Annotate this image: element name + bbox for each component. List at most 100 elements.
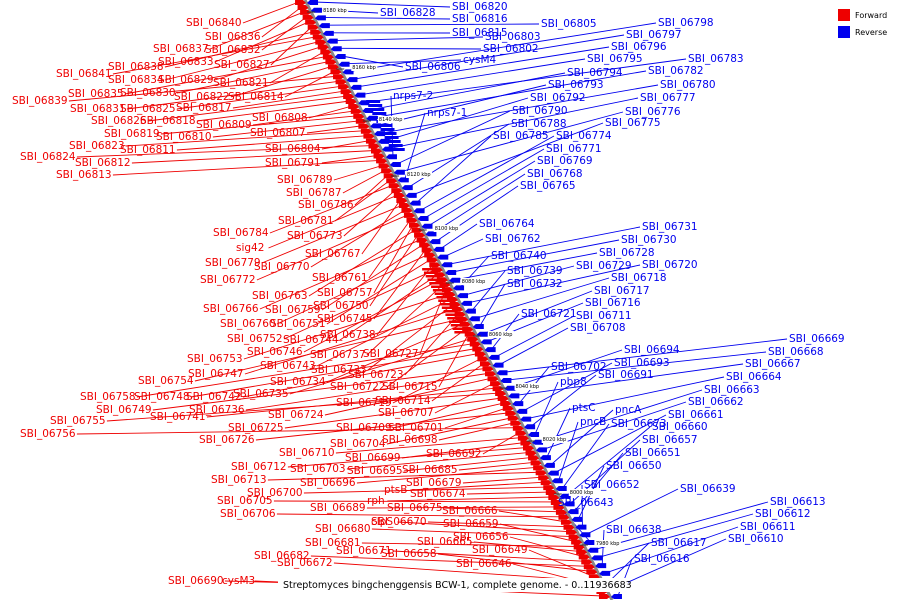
reverse-leader-line	[471, 270, 506, 311]
forward-gene-feature	[305, 19, 317, 25]
forward-gene-feature	[571, 539, 583, 545]
forward-gene-label: SBI_06656	[453, 531, 509, 543]
reverse-gene-feature	[543, 462, 555, 468]
forward-leader-line	[152, 367, 487, 411]
forward-gene-label: SBI_06672	[277, 557, 333, 569]
forward-gene-feature	[330, 69, 342, 75]
forward-gene-label: SBI_06738	[320, 329, 376, 341]
nrps-block-feature	[382, 132, 397, 135]
forward-gene-label: SBI_06674	[410, 488, 466, 500]
forward-gene-feature	[558, 514, 570, 520]
tick-label: 8140 kbp	[379, 117, 403, 123]
reverse-gene-feature	[433, 246, 445, 252]
forward-gene-feature	[528, 455, 540, 461]
reverse-gene-label: SBI_06797	[626, 29, 682, 41]
reverse-leader-line	[440, 223, 478, 250]
forward-leader-line	[373, 224, 414, 294]
forward-leader-line	[125, 130, 365, 147]
forward-gene-label: SBI_06736	[189, 404, 245, 416]
tick-label: 8160 kbp	[352, 65, 376, 71]
forward-leader-line	[462, 476, 543, 484]
tick-label: 7980 kbp	[596, 541, 620, 547]
forward-gene-label: SBI_06659	[443, 518, 499, 530]
forward-gene-feature	[386, 178, 398, 184]
reverse-leader-line	[566, 426, 651, 497]
forward-gene-label: SBI_06779	[205, 257, 261, 269]
forward-gene-feature	[312, 34, 324, 40]
reverse-gene-feature	[314, 15, 326, 21]
tick-label-background	[568, 489, 595, 496]
reverse-leader-line	[448, 226, 641, 265]
reverse-gene-feature	[563, 501, 575, 507]
forward-gene-feature	[566, 529, 578, 535]
forward-gene-label: SBI_06840	[186, 17, 242, 29]
reverse-gene-feature	[409, 200, 421, 206]
reverse-gene-feature	[547, 470, 559, 476]
forward-leader-line	[438, 422, 515, 441]
nrps-block-feature	[366, 100, 381, 103]
reverse-leader-line	[452, 239, 620, 273]
forward-gene-feature	[333, 74, 345, 80]
forward-gene-label: SBI_06804	[265, 143, 321, 155]
forward-gene-label: SBI_06810	[156, 131, 212, 143]
forward-gene-label: SBI_06787	[286, 187, 342, 199]
reverse-gene-feature	[354, 92, 366, 98]
forward-gene-label: SBI_06748	[134, 391, 190, 403]
forward-gene-label: SBI_06759	[265, 304, 321, 316]
reverse-gene-label: cysM4	[463, 54, 497, 66]
reverse-leader-line	[314, 1, 451, 8]
tick-label-background	[594, 540, 621, 547]
reverse-leader-line	[345, 59, 462, 65]
forward-leader-line	[434, 382, 495, 414]
forward-gene-label: SBI_06817	[176, 102, 232, 114]
forward-gene-feature	[563, 524, 575, 530]
legend-swatch-forward	[838, 9, 850, 21]
forward-gene-label: SBI_06749	[96, 404, 152, 416]
forward-leader-line	[136, 343, 474, 398]
forward-leader-line	[255, 412, 510, 441]
legend-label-reverse: Reverse	[855, 28, 887, 37]
reverse-leader-line	[463, 265, 575, 296]
reverse-gene-feature	[370, 123, 382, 129]
reverse-leader-line	[475, 277, 610, 319]
reverse-leader-line	[479, 283, 506, 327]
tick-label: 8040 kbp	[516, 384, 540, 390]
reverse-gene-feature	[532, 439, 544, 445]
forward-leader-line	[242, 1, 300, 24]
forward-leader-line	[106, 392, 500, 422]
reverse-gene-label: SBI_06708	[570, 322, 626, 334]
dense-forward-feature	[448, 320, 463, 323]
reverse-gene-label: SBI_06730	[621, 234, 677, 246]
forward-gene-feature	[512, 425, 524, 431]
reverse-gene-feature	[535, 447, 547, 453]
forward-gene-label: SBI_06715	[382, 381, 438, 393]
forward-gene-feature	[497, 396, 509, 401]
forward-gene-feature	[522, 445, 534, 451]
forward-gene-label: SBI_06733	[311, 364, 367, 376]
forward-leader-line	[386, 417, 512, 445]
nrps-block-feature	[380, 128, 395, 131]
reverse-leader-line	[523, 362, 613, 412]
forward-gene-feature	[378, 163, 390, 169]
forward-gene-label: SBI_06837	[153, 43, 209, 55]
forward-gene-label: SBI_06753	[187, 353, 243, 365]
forward-gene-label: SBI_06809	[196, 119, 252, 131]
forward-gene-label: SBI_06755	[50, 415, 106, 427]
reverse-gene-label: SBI_06612	[755, 508, 811, 520]
forward-gene-feature	[505, 410, 517, 416]
reverse-leader-line	[396, 110, 511, 165]
reverse-gene-feature	[429, 239, 441, 245]
reverse-gene-feature	[468, 316, 480, 322]
reverse-gene-label: SBI_06657	[642, 434, 698, 446]
reverse-gene-feature	[520, 416, 532, 422]
forward-leader-line	[268, 194, 398, 249]
forward-gene-feature	[533, 465, 545, 471]
reverse-leader-line	[613, 538, 727, 589]
tick-label-background	[487, 331, 514, 338]
forward-gene-label: SBI_06773	[287, 230, 343, 242]
reverse-gene-feature	[575, 524, 587, 530]
reverse-gene-feature	[307, 0, 319, 5]
reverse-gene-label: SBI_06776	[625, 106, 681, 118]
reverse-gene-feature	[401, 185, 413, 191]
